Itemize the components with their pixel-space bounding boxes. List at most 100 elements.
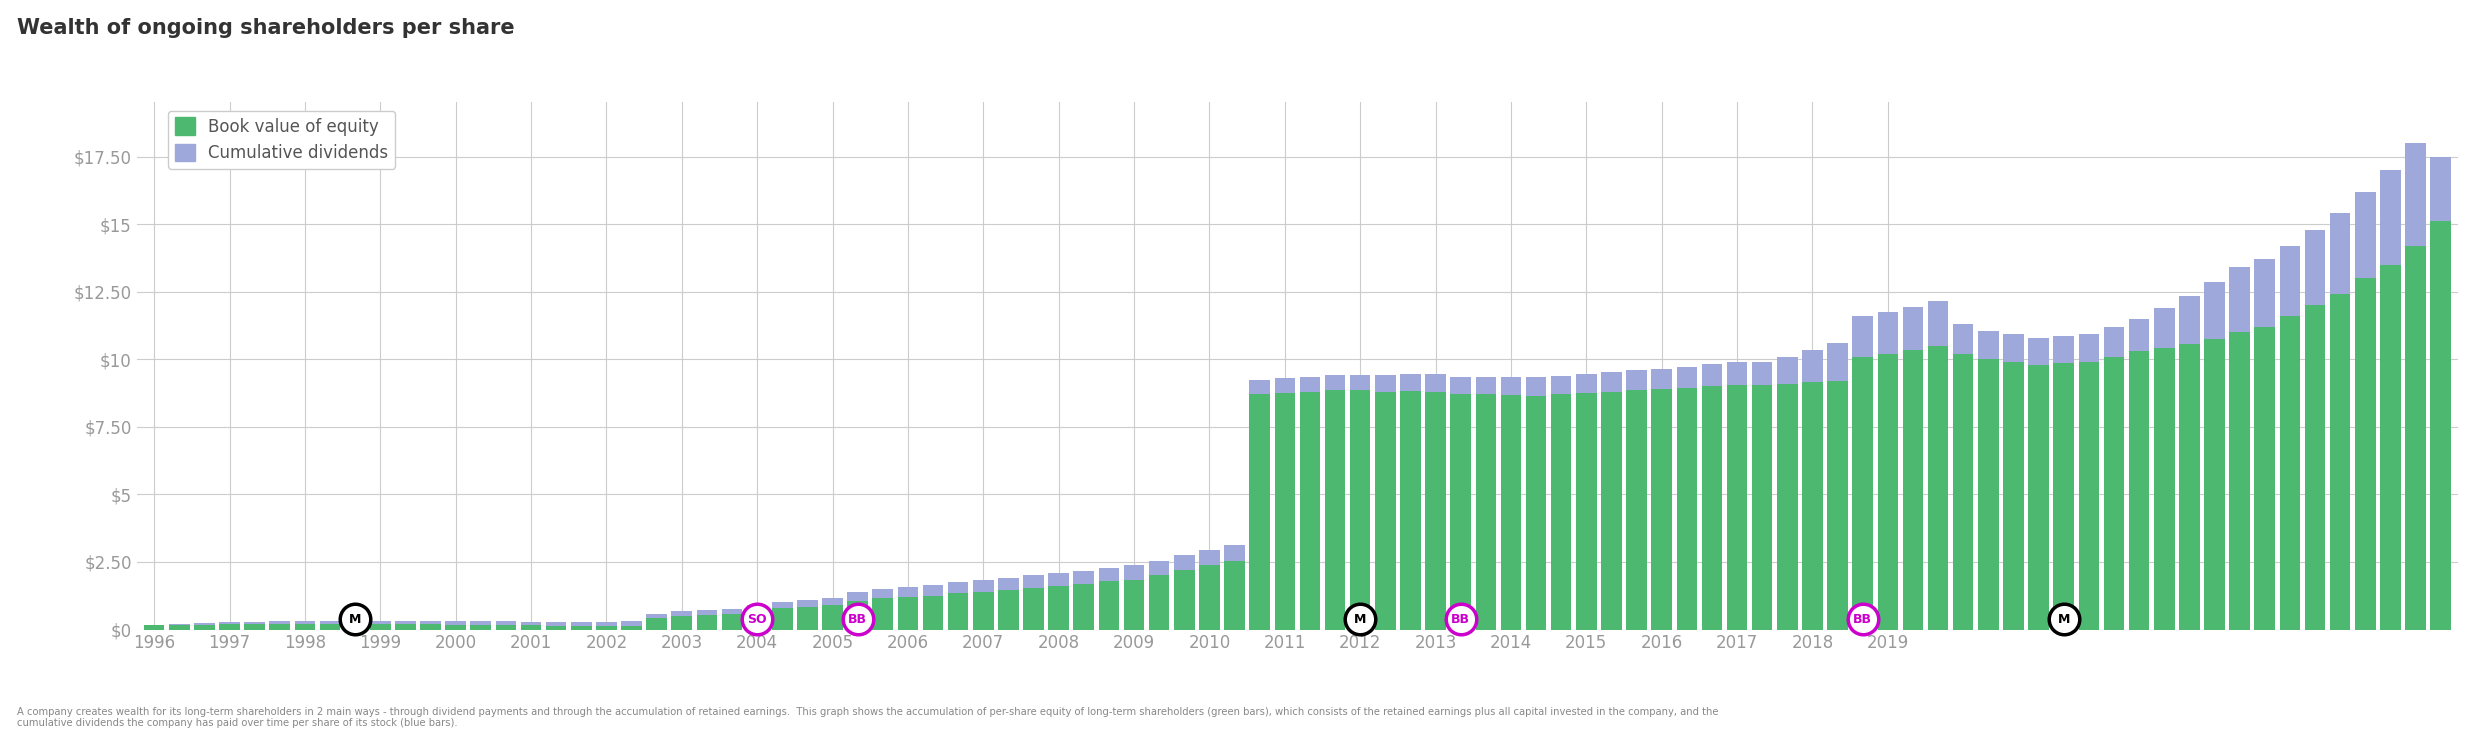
Bar — [420, 621, 442, 624]
Bar — [1351, 375, 1371, 390]
Bar — [924, 596, 944, 630]
Bar — [1626, 370, 1646, 390]
Bar — [2128, 318, 2150, 351]
Bar — [1249, 381, 1269, 395]
Text: BB: BB — [849, 613, 867, 626]
Bar — [2053, 363, 2073, 630]
Bar — [2279, 246, 2299, 316]
Bar — [1023, 588, 1043, 630]
Bar — [2103, 326, 2125, 356]
Bar — [497, 621, 516, 625]
Bar — [1927, 346, 1949, 630]
Bar — [1475, 395, 1497, 630]
Bar — [1425, 374, 1445, 392]
Bar — [1500, 395, 1522, 630]
Text: Wealth of ongoing shareholders per share: Wealth of ongoing shareholders per share — [17, 18, 514, 38]
Bar — [1450, 376, 1470, 394]
Bar — [2029, 365, 2048, 630]
Bar — [2103, 356, 2125, 630]
Bar — [395, 621, 415, 624]
Bar — [271, 621, 291, 624]
Bar — [1803, 382, 1823, 630]
Bar — [847, 601, 869, 630]
Bar — [723, 609, 742, 614]
Bar — [1701, 364, 1723, 386]
Bar — [1877, 354, 1897, 630]
Bar — [698, 615, 718, 630]
Bar — [2406, 143, 2426, 246]
Bar — [1726, 362, 1748, 385]
Bar — [899, 597, 919, 630]
Text: BB: BB — [1852, 613, 1872, 626]
Bar — [497, 625, 516, 630]
Bar — [2153, 308, 2175, 348]
Bar — [1351, 390, 1371, 630]
Bar — [1852, 356, 1872, 630]
Bar — [2255, 326, 2274, 630]
Bar — [772, 602, 792, 608]
Bar — [571, 622, 591, 626]
Bar — [1753, 385, 1773, 630]
Bar — [271, 624, 291, 630]
Bar — [444, 624, 467, 630]
Bar — [2180, 344, 2200, 630]
Bar — [521, 621, 541, 625]
Bar — [2078, 362, 2098, 630]
Bar — [723, 614, 742, 630]
Bar — [1450, 394, 1470, 630]
Bar — [2230, 332, 2250, 630]
Legend: Book value of equity, Cumulative dividends: Book value of equity, Cumulative dividen… — [169, 111, 395, 169]
Bar — [1676, 367, 1696, 388]
Bar — [469, 625, 492, 630]
Bar — [2329, 294, 2351, 630]
Bar — [949, 582, 968, 593]
Bar — [1651, 389, 1671, 630]
Bar — [169, 625, 189, 630]
Bar — [2180, 296, 2200, 344]
Bar — [1073, 571, 1095, 583]
Bar — [295, 621, 315, 624]
Bar — [1778, 384, 1798, 630]
Bar — [1274, 378, 1296, 393]
Bar — [949, 593, 968, 630]
Bar — [1852, 316, 1872, 356]
Bar — [797, 600, 817, 607]
Bar — [872, 599, 894, 630]
Text: M: M — [1353, 613, 1366, 626]
Bar — [1602, 392, 1621, 630]
Bar — [1701, 386, 1723, 630]
Bar — [243, 622, 266, 624]
Bar — [144, 624, 164, 625]
Bar — [1199, 550, 1219, 564]
Bar — [320, 624, 340, 630]
Bar — [2406, 246, 2426, 630]
Bar — [370, 624, 390, 630]
Bar — [571, 626, 591, 630]
Bar — [1927, 301, 1949, 346]
Bar — [698, 610, 718, 615]
Bar — [1954, 354, 1974, 630]
Bar — [998, 578, 1018, 589]
Bar — [1753, 362, 1773, 385]
Bar — [1626, 390, 1646, 630]
Bar — [670, 616, 693, 630]
Bar — [2004, 362, 2024, 630]
Bar — [1552, 376, 1572, 395]
Bar — [1023, 575, 1043, 588]
Bar — [1475, 377, 1497, 395]
Bar — [169, 624, 189, 625]
Bar — [1376, 392, 1395, 630]
Bar — [194, 624, 214, 630]
Bar — [1552, 395, 1572, 630]
Bar — [2004, 335, 2024, 362]
Bar — [1097, 581, 1120, 630]
Bar — [345, 621, 365, 624]
Bar — [2279, 316, 2299, 630]
Bar — [1150, 575, 1169, 630]
Bar — [2128, 351, 2150, 630]
Bar — [872, 589, 894, 599]
Bar — [1676, 388, 1696, 630]
Bar — [2078, 334, 2098, 362]
Bar — [2205, 339, 2225, 630]
Bar — [345, 624, 365, 630]
